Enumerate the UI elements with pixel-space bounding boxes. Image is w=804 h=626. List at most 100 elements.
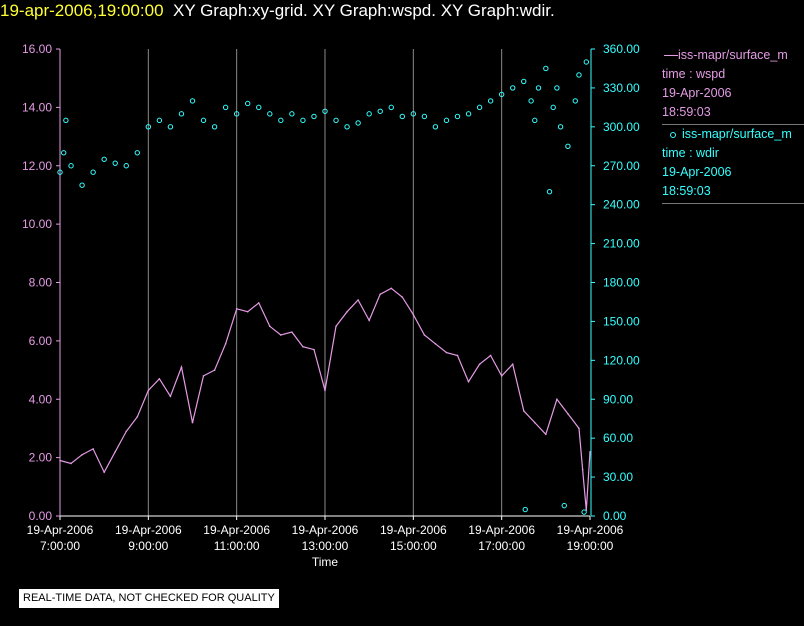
data-point-wdir — [550, 104, 556, 111]
legend-entry-wdir: iss-mapr/surface_m time : wdir 19-Apr-20… — [662, 125, 804, 204]
data-point-wdir — [521, 78, 527, 85]
header-timestamp: 19-apr-2006,19:00:00 — [0, 1, 164, 20]
data-point-wdir — [300, 117, 306, 124]
x-tick-label-date: 19-Apr-2006 — [27, 523, 94, 537]
data-point-wdir — [543, 65, 549, 72]
data-point-wdir — [557, 124, 564, 130]
data-point-wspd — [191, 421, 194, 424]
data-point-wdir — [454, 113, 461, 120]
data-point-wdir — [322, 108, 328, 114]
data-point-wdir — [443, 117, 450, 124]
data-point-wdir — [211, 124, 218, 130]
right-tick-label: 120.00 — [603, 353, 640, 367]
data-point-wspd — [478, 363, 481, 366]
data-point-wspd — [581, 468, 584, 471]
quality-disclaimer: REAL-TIME DATA, NOT CHECKED FOR QUALITY — [19, 589, 279, 608]
data-point-wspd — [103, 471, 105, 474]
data-point-wdir — [487, 98, 494, 104]
data-point-wdir — [522, 506, 528, 513]
data-point-wdir — [554, 85, 560, 91]
x-tick-label-date: 19-Apr-2006 — [115, 523, 182, 537]
data-point-wspd — [379, 293, 382, 295]
right-tick-label: 240.00 — [603, 198, 640, 212]
data-point-wspd — [224, 342, 227, 345]
data-point-wspd — [489, 354, 492, 357]
legend-time: 18:59:03 — [662, 105, 711, 119]
data-point-wdir — [421, 113, 428, 120]
data-point-wspd — [169, 395, 172, 398]
data-point-wspd — [412, 313, 415, 316]
left-tick-label: 2.00 — [29, 451, 53, 465]
data-point-wspd — [324, 389, 326, 392]
right-tick-label: 60.00 — [603, 431, 633, 445]
data-point-wspd — [213, 369, 216, 371]
left-tick-label: 6.00 — [29, 334, 53, 348]
data-point-wdir — [546, 188, 553, 195]
data-point-wdir — [465, 111, 472, 117]
data-point-wdir — [388, 104, 394, 111]
x-axis-label: Time — [312, 555, 339, 569]
data-point-wdir — [581, 509, 587, 515]
data-point-wspd — [268, 325, 271, 328]
data-point-wspd — [357, 299, 359, 301]
data-point-wspd — [257, 302, 260, 304]
data-point-wspd — [246, 310, 249, 313]
data-point-wspd — [456, 354, 459, 357]
data-point-wdir — [222, 104, 229, 111]
data-point-wdir — [189, 98, 196, 104]
data-point-wdir — [57, 169, 63, 175]
data-point-wdir — [311, 113, 317, 120]
data-point-wdir — [112, 160, 118, 166]
data-point-wspd — [533, 421, 536, 424]
data-point-wspd — [423, 334, 426, 336]
data-point-wspd — [59, 459, 61, 462]
data-point-wspd — [522, 410, 525, 412]
data-point-wspd — [291, 331, 293, 333]
data-point-wdir — [68, 163, 74, 169]
data-point-wdir — [233, 111, 240, 117]
left-tick-label: 12.00 — [22, 159, 52, 173]
x-tick-label-time: 17:00:00 — [478, 539, 525, 553]
legend-circle-swatch — [670, 131, 676, 138]
data-point-wspd — [567, 413, 569, 415]
data-point-wspd — [368, 319, 370, 322]
data-point-wdir — [510, 85, 516, 91]
data-point-wdir — [278, 117, 284, 124]
left-tick-label: 8.00 — [29, 276, 53, 290]
data-point-wdir — [535, 85, 542, 91]
x-tick-label-time: 13:00:00 — [302, 539, 349, 553]
data-point-wdir — [289, 111, 295, 117]
chart-header: 19-apr-2006,19:00:00 XY Graph:xy-grid. X… — [0, 0, 555, 24]
x-tick-label-date: 19-Apr-2006 — [292, 523, 359, 537]
data-point-wspd — [545, 433, 547, 436]
data-point-wspd — [434, 342, 437, 345]
data-point-wspd — [390, 287, 393, 290]
data-point-wspd — [158, 378, 161, 380]
left-tick-label: 0.00 — [29, 509, 53, 523]
data-point-wspd — [445, 351, 448, 354]
data-point-wdir — [399, 113, 405, 120]
data-point-wspd — [235, 307, 238, 310]
data-point-wdir — [572, 98, 578, 104]
x-tick-label-time: 9:00:00 — [128, 539, 168, 553]
data-point-wdir — [134, 150, 140, 156]
right-tick-label: 0.00 — [603, 509, 627, 523]
data-point-wdir — [576, 72, 582, 78]
right-tick-label: 30.00 — [603, 470, 633, 484]
data-point-wspd — [70, 462, 72, 465]
left-tick-label: 14.00 — [22, 100, 52, 114]
data-point-wdir — [410, 111, 417, 117]
data-point-wdir — [583, 59, 590, 65]
data-point-wspd — [202, 375, 205, 377]
data-point-wspd — [147, 389, 150, 392]
data-point-wdir — [528, 98, 534, 104]
legend-series-name: iss-mapr/surface_m — [682, 127, 792, 141]
x-tick-label-date: 19-Apr-2006 — [468, 523, 535, 537]
data-point-wspd — [556, 398, 558, 401]
data-point-wdir — [532, 117, 538, 124]
x-tick-label-date: 19-Apr-2006 — [380, 523, 447, 537]
data-point-wspd — [125, 430, 128, 433]
legend-time: 18:59:03 — [662, 184, 711, 198]
data-point-wdir — [79, 182, 85, 188]
data-point-wspd — [114, 450, 117, 453]
